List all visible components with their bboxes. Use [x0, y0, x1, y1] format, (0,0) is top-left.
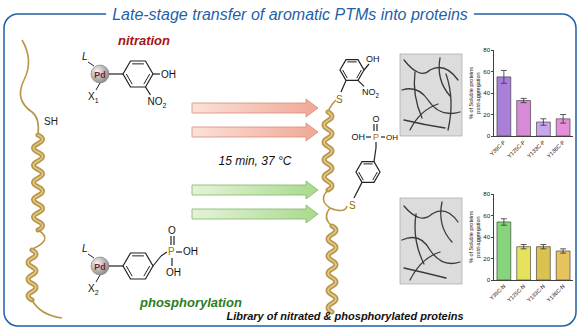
- svg-text:80: 80: [483, 47, 490, 53]
- svg-text:SH: SH: [44, 116, 58, 127]
- svg-text:phosphorylation: phosphorylation: [139, 295, 242, 310]
- svg-text:L: L: [82, 51, 88, 62]
- svg-text:% of Soluble proteinspost-aggr: % of Soluble proteinspost-aggregation: [468, 67, 481, 119]
- svg-text:X2: X2: [88, 283, 99, 296]
- svg-text:S: S: [336, 94, 343, 105]
- svg-text:80: 80: [483, 191, 490, 197]
- svg-text:nitration: nitration: [118, 33, 170, 48]
- svg-text:OH: OH: [183, 246, 198, 257]
- svg-text:Y136C-P: Y136C-P: [546, 139, 566, 159]
- svg-text:OH: OH: [166, 267, 181, 278]
- svg-text:% of Soluble proteinspost-aggr: % of Soluble proteinspost-aggregation: [468, 211, 481, 263]
- svg-text:L: L: [82, 243, 88, 254]
- svg-text:60: 60: [483, 213, 490, 219]
- svg-text:O: O: [372, 114, 379, 124]
- svg-text:OH: OH: [352, 132, 366, 142]
- svg-text:15 min, 37 °C: 15 min, 37 °C: [219, 154, 292, 168]
- svg-text:20: 20: [483, 112, 490, 118]
- svg-text:Y133C-P: Y133C-P: [526, 139, 546, 159]
- svg-text:NO2: NO2: [148, 96, 167, 109]
- svg-text:OH: OH: [386, 133, 398, 142]
- svg-text:O: O: [168, 225, 176, 236]
- svg-text:20: 20: [483, 256, 490, 262]
- svg-text:P: P: [373, 132, 379, 142]
- svg-text:NO2: NO2: [362, 87, 380, 99]
- svg-text:Y133C-N: Y133C-N: [526, 283, 546, 303]
- svg-text:Y136C-N: Y136C-N: [546, 283, 566, 303]
- svg-text:P: P: [168, 246, 175, 257]
- svg-text:Pd: Pd: [94, 70, 106, 80]
- svg-text:Y39C-N: Y39C-N: [488, 283, 506, 301]
- svg-text:X1: X1: [88, 91, 99, 104]
- svg-text:S: S: [349, 200, 356, 211]
- svg-text:Y39C-P: Y39C-P: [489, 139, 507, 157]
- svg-text:OH: OH: [161, 69, 176, 80]
- svg-text:Y125C-P: Y125C-P: [506, 139, 526, 159]
- svg-text:0: 0: [487, 277, 491, 283]
- svg-text:40: 40: [483, 234, 490, 240]
- svg-text:Pd: Pd: [94, 262, 106, 272]
- svg-text:OH: OH: [366, 54, 380, 64]
- svg-text:Y125C-N: Y125C-N: [506, 283, 526, 303]
- svg-text:60: 60: [483, 69, 490, 75]
- svg-text:Late-stage transfer of aromati: Late-stage transfer of aromatic PTMs int…: [112, 6, 468, 23]
- svg-text:0: 0: [487, 133, 491, 139]
- svg-text:40: 40: [483, 90, 490, 96]
- svg-text:Library of nitrated & phosphor: Library of nitrated & phosphorylated pro…: [226, 310, 463, 322]
